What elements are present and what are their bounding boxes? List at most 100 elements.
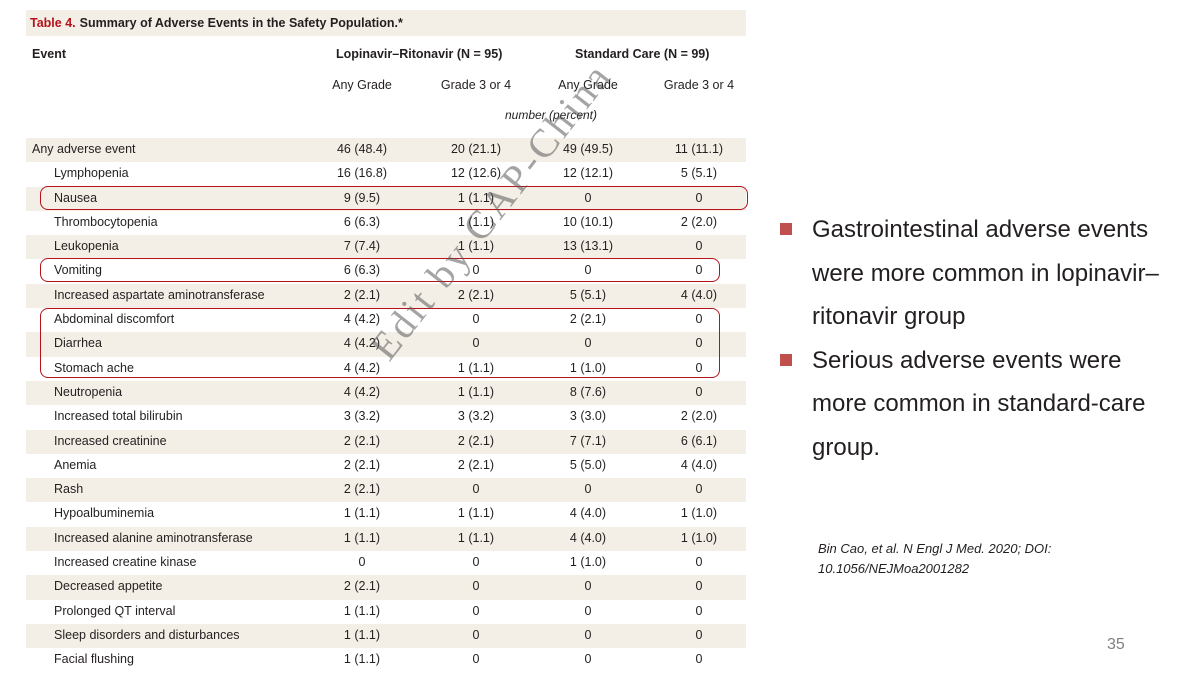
row-value-col-2: 1 (1.1) xyxy=(457,190,495,205)
row-event-name: Increased aspartate aminotransferase xyxy=(54,287,265,302)
row-value-col-2: 1 (1.1) xyxy=(457,214,495,229)
header-standard-care: Standard Care (N = 99) xyxy=(575,47,710,61)
row-event-name: Increased total bilirubin xyxy=(54,409,183,424)
table-row: Facial flushing 1 (1.1) 0 0 0 xyxy=(26,648,746,672)
row-value-col-3: 49 (49.5) xyxy=(562,142,614,156)
row-value-col-4: 0 xyxy=(695,652,703,667)
row-value-col-2: 1 (1.1) xyxy=(457,506,495,521)
row-value-col-3: 7 (7.1) xyxy=(569,433,607,448)
row-event-name: Increased creatinine xyxy=(54,433,167,448)
table-row: Stomach ache 4 (4.2) 1 (1.1) 1 (1.0) 0 xyxy=(26,357,746,381)
row-value-col-2: 12 (12.6) xyxy=(450,166,502,181)
row-value-col-2: 1 (1.1) xyxy=(457,239,495,254)
table-caption-label: Table 4. xyxy=(30,16,76,30)
row-value-col-1: 7 (7.4) xyxy=(343,239,381,254)
adverse-events-table: Table 4. Summary of Adverse Events in th… xyxy=(26,10,748,673)
row-value-col-4: 0 xyxy=(695,190,703,205)
row-value-col-2: 20 (21.1) xyxy=(450,142,502,156)
row-event-name: Sleep disorders and disturbances xyxy=(54,627,240,642)
bullet-serious: Serious adverse events were more common … xyxy=(778,339,1178,470)
row-value-col-3: 5 (5.1) xyxy=(569,287,607,302)
row-value-col-4: 1 (1.0) xyxy=(680,530,718,545)
table-row: Thrombocytopenia 6 (6.3) 1 (1.1) 10 (10.1) 2… xyxy=(26,211,746,235)
row-value-col-4: 0 xyxy=(695,239,703,254)
row-value-col-4: 0 xyxy=(695,579,703,594)
row-value-col-3: 0 xyxy=(584,482,592,497)
row-value-col-4: 2 (2.0) xyxy=(680,409,718,424)
table-row: Rash 2 (2.1) 0 0 0 xyxy=(26,478,746,503)
row-event-name: Increased alanine aminotransferase xyxy=(54,530,253,545)
row-value-col-4: 0 xyxy=(695,603,703,618)
row-value-col-3: 0 xyxy=(584,336,592,351)
table-unit: number (percent) xyxy=(504,108,598,122)
row-value-col-3: 0 xyxy=(584,627,592,642)
subheader-grade34-2: Grade 3 or 4 xyxy=(663,78,735,92)
table-row: Increased total bilirubin 3 (3.2) 3 (3.2) 3… xyxy=(26,405,746,429)
highlight-box-vomiting xyxy=(40,258,720,282)
row-value-col-1: 16 (16.8) xyxy=(336,166,388,181)
row-event-name: Vomiting xyxy=(54,263,102,278)
citation-line-1: Bin Cao, et al. N Engl J Med. 2020; DOI: xyxy=(818,541,1052,556)
row-event-name: Prolonged QT interval xyxy=(54,603,176,618)
citation: Bin Cao, et al. N Engl J Med. 2020; DOI:… xyxy=(818,539,1051,579)
row-value-col-3: 4 (4.0) xyxy=(569,506,607,521)
table-row: Increased creatine kinase 0 0 1 (1.0) 0 xyxy=(26,551,746,575)
row-value-col-2: 0 xyxy=(472,579,480,594)
row-event-name: Anemia xyxy=(54,457,97,472)
row-value-col-4: 0 xyxy=(695,482,703,497)
row-value-col-4: 2 (2.0) xyxy=(680,214,718,229)
subheader-grade34-1: Grade 3 or 4 xyxy=(440,78,512,92)
row-event-name: Lymphopenia xyxy=(54,166,129,181)
table-row: Prolonged QT interval 1 (1.1) 0 0 0 xyxy=(26,600,746,624)
page-number: 35 xyxy=(1107,636,1125,653)
row-value-col-1: 4 (4.2) xyxy=(343,384,381,399)
row-value-col-2: 0 xyxy=(472,263,480,278)
row-value-col-4: 6 (6.1) xyxy=(680,433,718,448)
row-value-col-2: 3 (3.2) xyxy=(457,409,495,424)
row-value-col-1: 2 (2.1) xyxy=(343,579,381,594)
row-value-col-4: 0 xyxy=(695,627,703,642)
row-value-col-1: 4 (4.2) xyxy=(343,312,381,327)
row-value-col-1: 2 (2.1) xyxy=(343,287,381,302)
row-value-col-4: 0 xyxy=(695,555,703,570)
row-event-name: Any adverse event xyxy=(32,142,136,156)
row-event-name: Stomach ache xyxy=(54,360,134,375)
row-event-name: Diarrhea xyxy=(54,336,102,351)
row-value-col-4: 5 (5.1) xyxy=(680,166,718,181)
row-value-col-2: 1 (1.1) xyxy=(457,384,495,399)
table-row: Abdominal discomfort 4 (4.2) 0 2 (2.1) 0 xyxy=(26,308,746,332)
row-value-col-3: 8 (7.6) xyxy=(569,384,607,399)
row-value-col-2: 2 (2.1) xyxy=(457,287,495,302)
table-row: Anemia 2 (2.1) 2 (2.1) 5 (5.0) 4 (4.0) xyxy=(26,454,746,478)
row-value-col-3: 5 (5.0) xyxy=(569,457,607,472)
row-event-name: Leukopenia xyxy=(54,239,119,254)
row-value-col-1: 1 (1.1) xyxy=(343,603,381,618)
row-value-col-3: 1 (1.0) xyxy=(569,360,607,375)
row-value-col-3: 2 (2.1) xyxy=(569,312,607,327)
table-row: Increased alanine aminotransferase 1 (1.1… xyxy=(26,526,746,552)
row-value-col-1: 4 (4.2) xyxy=(343,336,381,351)
row-value-col-1: 4 (4.2) xyxy=(343,360,381,375)
table-caption-text: Summary of Adverse Events in the Safety … xyxy=(79,16,403,30)
table-subheader: Any Grade Grade 3 or 4 Any Grade Grade 3… xyxy=(26,72,746,104)
table-row: Hypoalbuminemia 1 (1.1) 1 (1.1) 4 (4.0) 1 (1… xyxy=(26,502,746,526)
row-value-col-2: 1 (1.1) xyxy=(457,360,495,375)
table-row: Vomiting 6 (6.3) 0 0 0 xyxy=(26,259,746,283)
bullet-square-icon xyxy=(780,223,792,235)
row-value-col-1: 3 (3.2) xyxy=(343,409,381,424)
row-value-col-1: 6 (6.3) xyxy=(343,263,381,278)
row-value-col-4: 1 (1.0) xyxy=(680,506,718,521)
row-value-col-3: 13 (13.1) xyxy=(562,239,614,254)
row-value-col-2: 1 (1.1) xyxy=(457,530,495,545)
row-value-col-4: 0 xyxy=(695,360,703,375)
row-value-col-3: 10 (10.1) xyxy=(562,214,614,229)
row-value-col-3: 4 (4.0) xyxy=(569,530,607,545)
table-row: Increased creatinine 2 (2.1) 2 (2.1) 7 (7.1… xyxy=(26,429,746,454)
row-value-col-1: 2 (2.1) xyxy=(343,457,381,472)
row-value-col-4: 4 (4.0) xyxy=(680,287,718,302)
subheader-any-grade-1: Any Grade xyxy=(332,78,392,92)
header-event: Event xyxy=(32,47,67,61)
highlight-box-nausea xyxy=(40,186,748,210)
row-event-name: Abdominal discomfort xyxy=(54,312,175,327)
row-value-col-1: 0 xyxy=(358,555,366,570)
